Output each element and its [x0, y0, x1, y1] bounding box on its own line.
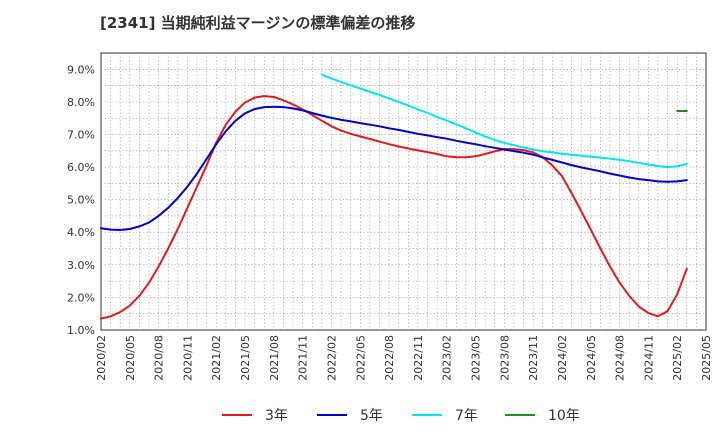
x-tick-label: 2021/08: [268, 335, 281, 381]
x-axis-ticks: 2020/02 2020/05 2020/08 2020/11 2021/02 2021/…: [95, 335, 713, 381]
y-tick-label: 6.0%: [67, 161, 95, 174]
legend-label: 5年: [360, 408, 383, 424]
x-tick-label: 2024/05: [585, 335, 598, 381]
y-tick-label: 4.0%: [67, 226, 95, 239]
legend-label: 10年: [548, 408, 580, 424]
legend-label: 3年: [265, 408, 288, 424]
x-tick-label: 2022/08: [383, 335, 396, 381]
x-tick-label: 2024/11: [642, 335, 655, 381]
x-tick-label: 2023/02: [441, 335, 454, 381]
x-tick-label: 2024/08: [614, 335, 627, 381]
y-tick-label: 9.0%: [67, 63, 95, 76]
y-axis-ticks: 1.0% 2.0% 3.0% 4.0% 5.0% 6.0% 7.0% 8.0% 9.0%: [67, 63, 95, 337]
x-tick-label: 2025/05: [700, 335, 713, 381]
x-tick-label: 2021/05: [239, 335, 252, 381]
x-tick-label: 2021/02: [210, 335, 223, 381]
horizontal-grid: [101, 68, 706, 315]
x-tick-label: 2023/08: [498, 335, 511, 381]
x-tick-label: 2020/02: [95, 335, 108, 381]
y-tick-label: 8.0%: [67, 96, 95, 109]
x-tick-label: 2022/02: [325, 335, 338, 381]
y-tick-label: 7.0%: [67, 128, 95, 141]
y-tick-label: 2.0%: [67, 291, 95, 304]
x-tick-label: 2023/11: [527, 335, 540, 381]
vertical-grid: [110, 53, 697, 330]
x-tick-label: 2024/02: [556, 335, 569, 381]
series-line-2: [100, 105, 688, 231]
x-tick-label: 2021/11: [297, 335, 310, 381]
series-line-1: [100, 95, 688, 320]
series-line-3: [320, 73, 688, 169]
x-tick-label: 2022/11: [412, 335, 425, 381]
x-tick-label: 2020/08: [153, 335, 166, 381]
chart-title: [2341] 当期純利益マージンの標準偏差の推移: [100, 14, 416, 32]
x-tick-label: 2022/05: [354, 335, 367, 381]
x-tick-label: 2020/05: [124, 335, 137, 381]
x-tick-label: 2025/02: [671, 335, 684, 381]
legend: 3年 5年 7年 10年: [222, 408, 580, 424]
x-tick-label: 2023/05: [470, 335, 483, 381]
x-tick-label: 2020/11: [181, 335, 194, 381]
plot-area: [100, 52, 707, 331]
y-tick-label: 1.0%: [67, 324, 95, 337]
series-lines: [100, 73, 688, 320]
y-tick-label: 5.0%: [67, 194, 95, 207]
y-tick-label: 3.0%: [67, 259, 95, 272]
legend-label: 7年: [455, 408, 478, 424]
